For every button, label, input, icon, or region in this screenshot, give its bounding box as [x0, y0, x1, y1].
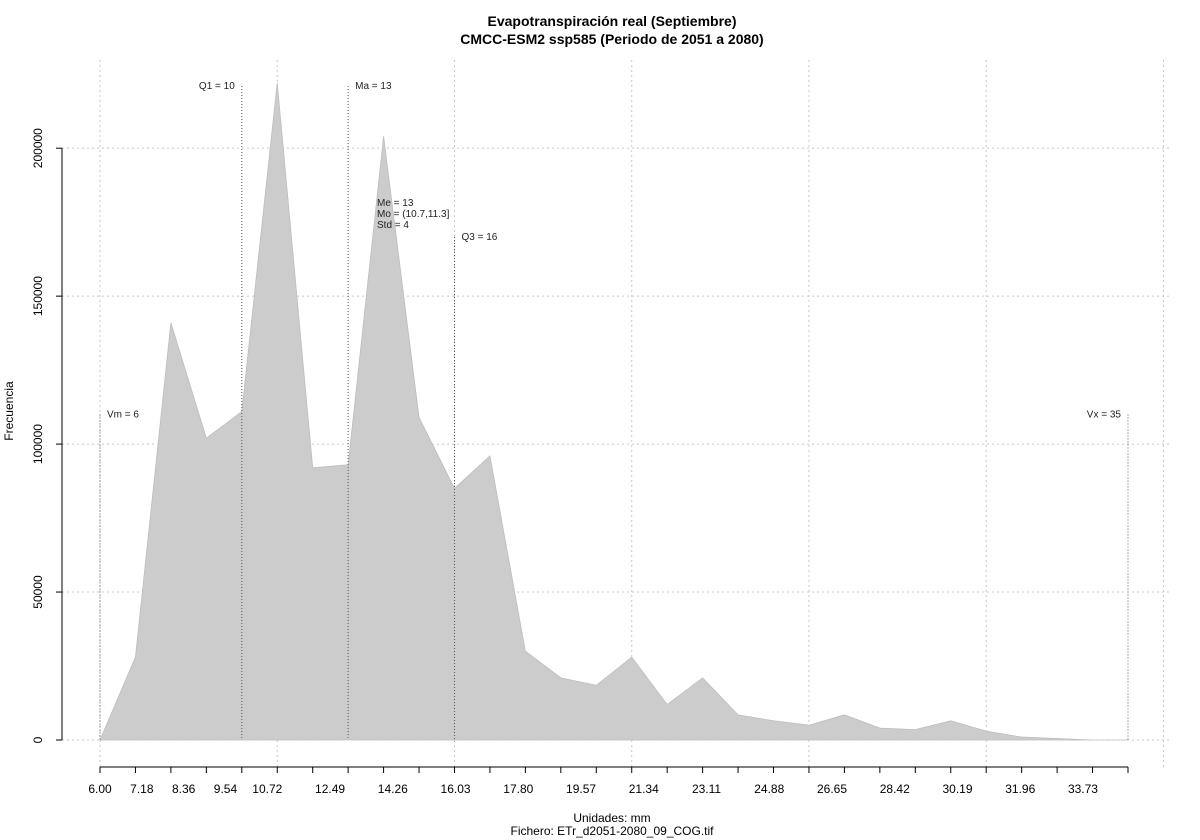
annotation-label: Q3 = 16 [461, 232, 497, 243]
x-tick-label: 26.65 [817, 782, 847, 796]
x-tick-label: 9.54 [214, 782, 238, 796]
x-tick-label: 28.42 [880, 782, 910, 796]
annotation-label: Ma = 13 [355, 81, 392, 92]
annotation-label: Q1 = 10 [199, 81, 235, 92]
x-tick-label: 10.72 [252, 782, 282, 796]
chart-title: Evapotranspiración real (Septiembre) [488, 13, 737, 29]
chart-subtitle: CMCC-ESM2 ssp585 (Periodo de 2051 a 2080… [460, 31, 763, 47]
x-tick-label: 7.18 [130, 782, 154, 796]
frequency-area [99, 83, 1128, 741]
x-axis-label: Unidades: mm [573, 811, 650, 825]
x-tick-label: 17.80 [503, 782, 533, 796]
x-tick-label: 19.57 [566, 782, 596, 796]
stats-label: Std = 4 [377, 220, 409, 231]
x-tick-label: 16.03 [441, 782, 471, 796]
y-tick-label: 150000 [31, 276, 45, 316]
x-tick-label: 21.34 [629, 782, 659, 796]
plot-area [99, 83, 1128, 741]
x-tick-label: 30.19 [942, 782, 972, 796]
annotations: Vm = 6 Q1 = 10 Ma = 13 Q3 = 16 Vx = 35 Me = 1… [99, 81, 1129, 740]
x-tick-label: 8.36 [172, 782, 196, 796]
y-tick-label: 200000 [31, 128, 45, 168]
x-tick-label: 23.11 [692, 782, 721, 796]
axes: 0 50000 100000 150000 200000 6.00 7.18 8.36 9.54… [31, 128, 1129, 796]
y-tick-label: 50000 [31, 575, 45, 609]
x-tick-label: 31.96 [1005, 782, 1035, 796]
x-tick-label: 33.73 [1068, 782, 1098, 796]
annotation-label: Vm = 6 [107, 410, 139, 421]
y-tick-label: 0 [31, 736, 45, 743]
x-tick-label: 6.00 [88, 782, 112, 796]
y-axis-label: Frecuencia [2, 381, 16, 441]
y-tick-label: 100000 [31, 424, 45, 464]
file-label: Fichero: ETr_d2051-2080_09_COG.tif [511, 824, 715, 838]
stats-label: Me = 13 [377, 198, 414, 209]
x-tick-label: 12.49 [315, 782, 345, 796]
annotation-label: Vx = 35 [1087, 410, 1122, 421]
x-tick-label: 14.26 [378, 782, 408, 796]
stats-label: Mo = (10.7,11.3] [377, 209, 450, 220]
x-tick-label: 24.88 [754, 782, 784, 796]
